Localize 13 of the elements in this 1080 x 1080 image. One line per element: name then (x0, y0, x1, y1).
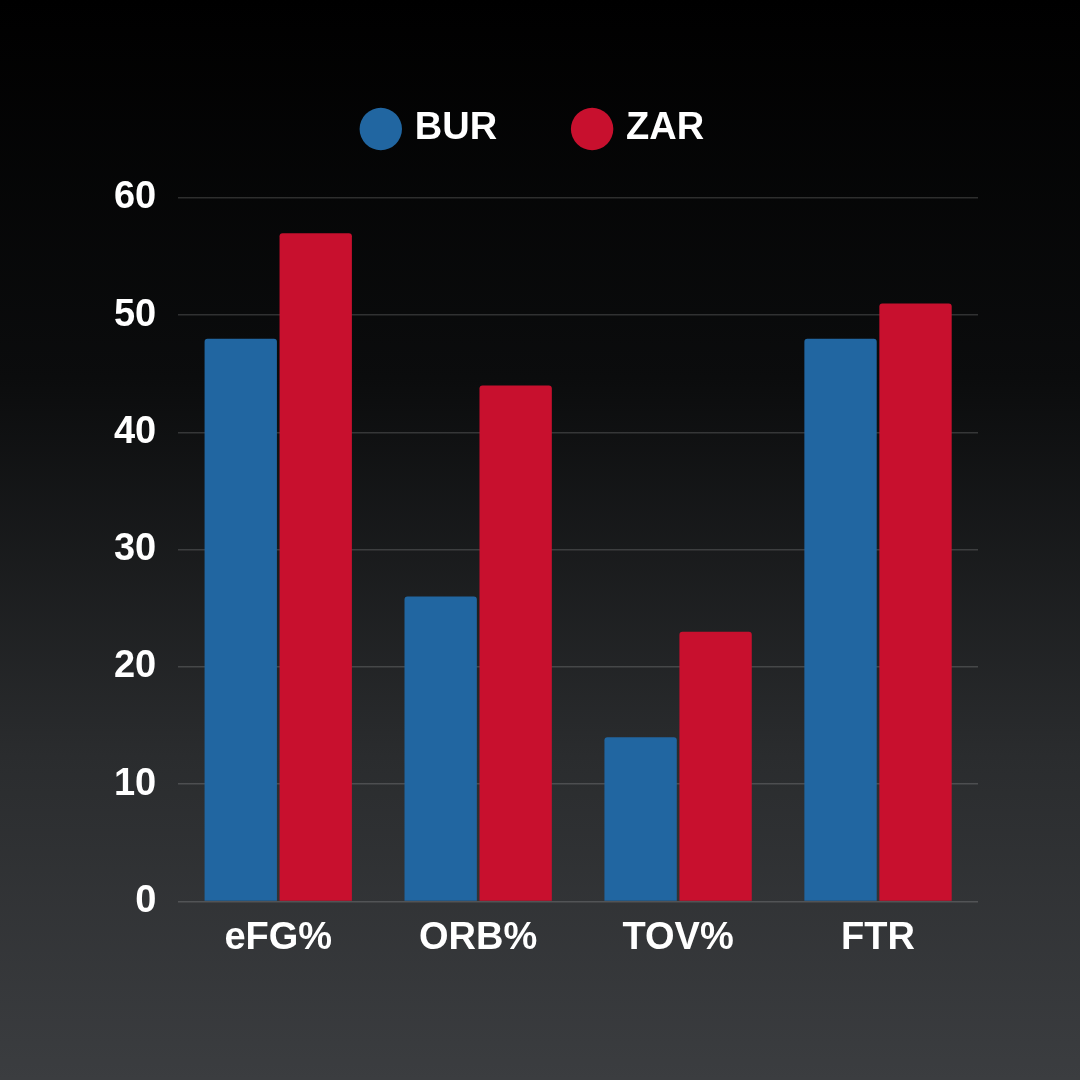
y-tick-label: 60 (113, 174, 157, 217)
y-tick-label: 0 (135, 877, 157, 920)
y-tick-label: 20 (113, 643, 157, 686)
x-tick-label: FTR (841, 914, 915, 957)
y-tick-label: 40 (113, 408, 157, 451)
legend-label: ZAR (626, 105, 705, 148)
y-tick-label: 10 (113, 760, 157, 803)
y-tick-label: 30 (113, 526, 157, 569)
x-tick-label: TOV% (622, 914, 734, 957)
x-tick-label: ORB% (419, 914, 538, 957)
legend-label: BUR (414, 105, 498, 148)
x-tick-label: eFG% (224, 914, 333, 957)
y-tick-label: 50 (113, 291, 157, 334)
